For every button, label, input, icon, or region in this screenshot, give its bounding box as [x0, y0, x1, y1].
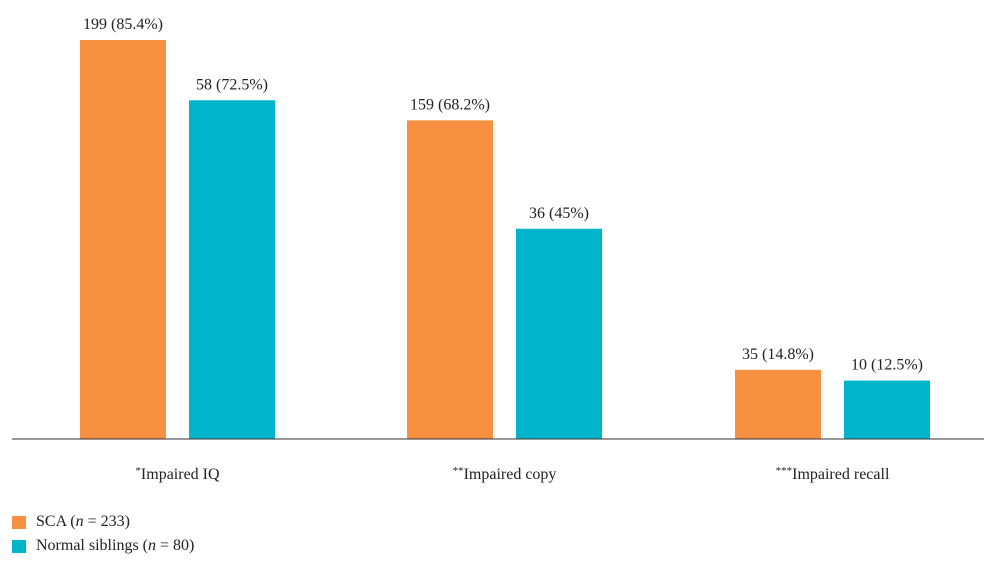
bar-sca-3	[735, 369, 821, 439]
legend-label-sca: SCA (n = 233)	[36, 513, 130, 530]
bar-siblings-1	[189, 100, 275, 439]
bar-siblings-2	[516, 228, 602, 439]
legend-item-sca: SCA (n = 233)	[12, 510, 194, 534]
category-label-1: *Impaired IQ	[135, 465, 220, 483]
category-marker-1: *	[135, 465, 141, 477]
category-label-2: **Impaired copy	[453, 465, 557, 483]
bars-group	[80, 40, 930, 439]
bar-label-sca-3: 35 (14.8%)	[742, 346, 814, 363]
bar-labels-group: 199 (85.4%) 159 (68.2%) 35 (14.8%) 58 (72.5…	[83, 16, 923, 374]
bar-label-sca-1: 199 (85.4%)	[83, 16, 163, 33]
legend-item-siblings: Normal siblings (n = 80)	[12, 534, 194, 558]
bar-label-sca-2: 159 (68.2%)	[410, 96, 490, 113]
legend-swatch-siblings	[12, 539, 26, 553]
bar-label-siblings-1: 58 (72.5%)	[196, 76, 268, 93]
category-labels-group: *Impaired IQ **Impaired copy ***Impaired r…	[135, 465, 890, 483]
category-name-2: Impaired copy	[464, 466, 557, 483]
legend: SCA (n = 233) Normal siblings (n = 80)	[12, 510, 194, 558]
bar-label-siblings-2: 36 (45%)	[529, 205, 589, 222]
category-marker-3: ***	[776, 465, 793, 477]
category-label-3: ***Impaired recall	[776, 465, 890, 483]
category-marker-2: **	[453, 465, 464, 477]
category-name-3: Impaired recall	[792, 466, 890, 483]
legend-label-siblings: Normal siblings (n = 80)	[36, 537, 195, 554]
bar-sca-1	[80, 40, 166, 439]
bar-label-siblings-3: 10 (12.5%)	[851, 357, 923, 374]
legend-swatch-sca	[12, 515, 26, 529]
bar-sca-2	[407, 120, 493, 439]
bar-siblings-3	[844, 380, 930, 439]
category-name-1: Impaired IQ	[141, 466, 220, 483]
